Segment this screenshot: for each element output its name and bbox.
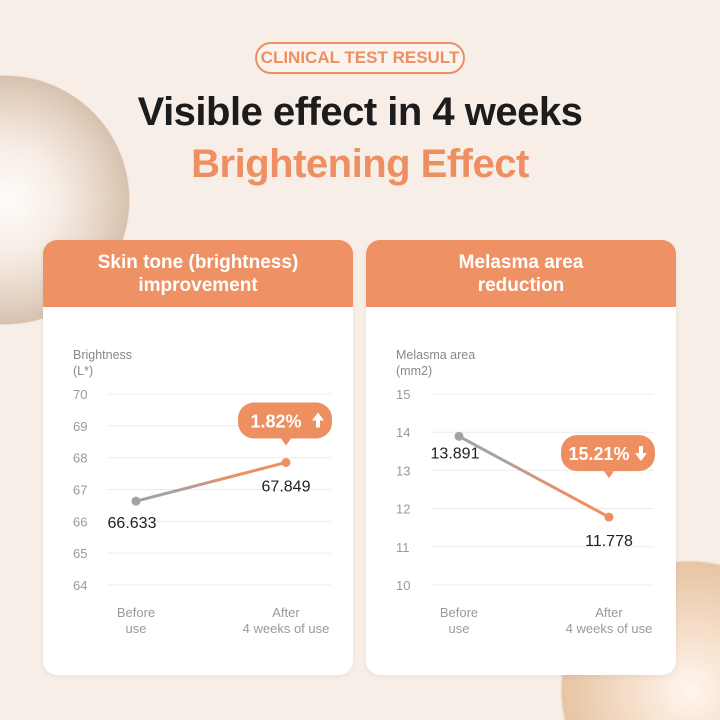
y-tick-label: 70 xyxy=(73,387,87,402)
callout-pointer xyxy=(281,438,291,446)
melasma-card: Melasma area reduction Melasma area (mm2)… xyxy=(366,240,676,675)
callout-pointer xyxy=(604,471,614,479)
arrow-up-icon xyxy=(312,412,324,428)
x-tick-label: Before xyxy=(117,605,155,620)
data-label-after: 11.778 xyxy=(585,533,633,550)
data-point-before xyxy=(131,496,141,506)
card-header-line: Melasma area xyxy=(458,251,584,273)
brightness-card: Skin tone (brightness) improvement Brigh… xyxy=(43,240,353,675)
x-tick-label: Before xyxy=(440,605,478,620)
data-label-before: 66.633 xyxy=(108,515,157,532)
y-tick-label: 14 xyxy=(396,425,410,440)
y-tick-label: 15 xyxy=(396,387,410,402)
callout-percent: 1.82% xyxy=(250,411,301,431)
y-tick-label: 12 xyxy=(396,502,410,517)
y-tick-label: 65 xyxy=(73,546,87,561)
callout-bubble xyxy=(238,402,332,439)
series-line xyxy=(135,461,287,503)
y-tick-label: 68 xyxy=(73,451,87,466)
data-point-before xyxy=(454,431,464,441)
y-axis-label: (mm2) xyxy=(396,364,432,378)
y-tick-label: 66 xyxy=(73,514,87,529)
y-axis-label: Melasma area xyxy=(396,348,475,362)
arrow-down-icon xyxy=(635,446,647,462)
x-tick-label: 4 weeks of use xyxy=(243,621,330,636)
card-header: Melasma area reduction xyxy=(366,240,676,307)
y-tick-label: 69 xyxy=(73,419,87,434)
card-header-line: reduction xyxy=(477,274,565,296)
x-tick-label: After xyxy=(595,605,623,620)
page-title: Visible effect in 4 weeks xyxy=(137,90,583,134)
callout-bubble xyxy=(561,435,655,472)
y-axis-label: (L*) xyxy=(73,364,93,378)
x-tick-label: 4 weeks of use xyxy=(566,621,653,636)
data-point-after xyxy=(281,457,291,467)
y-tick-label: 10 xyxy=(396,578,410,593)
card-header-line: Skin tone (brightness) xyxy=(97,251,299,273)
x-tick-label: use xyxy=(126,621,147,636)
callout-percent: 15.21% xyxy=(568,444,629,464)
y-tick-label: 64 xyxy=(73,578,87,593)
data-label-after: 67.849 xyxy=(262,478,311,495)
y-tick-label: 11 xyxy=(396,540,410,555)
data-label-before: 13.891 xyxy=(431,445,480,462)
x-tick-label: After xyxy=(272,605,300,620)
card-header: Skin tone (brightness) improvement xyxy=(43,240,353,307)
y-tick-label: 67 xyxy=(73,483,87,498)
x-tick-label: use xyxy=(449,621,470,636)
data-point-after xyxy=(604,512,614,522)
y-tick-label: 13 xyxy=(396,463,410,478)
card-header-line: improvement xyxy=(138,274,258,296)
page-subtitle: Brightening Effect xyxy=(191,142,529,186)
series-line xyxy=(458,435,610,519)
clinical-test-badge: CLINICAL TEST RESULT xyxy=(255,42,465,74)
y-axis-label: Brightness xyxy=(73,348,132,362)
